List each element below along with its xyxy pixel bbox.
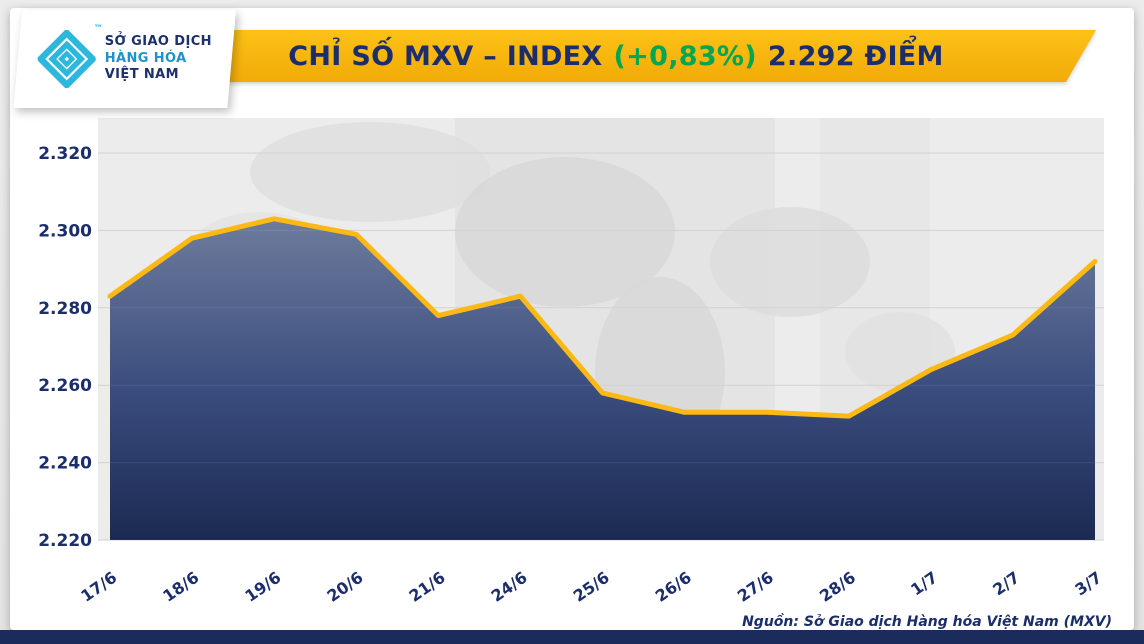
x-axis-tick-label: 17/6 <box>77 568 120 606</box>
x-axis-tick-label: 25/6 <box>570 568 613 606</box>
x-axis-tick-label: 2/7 <box>989 568 1023 600</box>
mxv-logo-inner: ™ SỞ GIAO DỊCH HÀNG HÓA VIỆT NAM <box>18 10 232 108</box>
y-axis-tick-label: 2.220 <box>38 531 92 551</box>
chart-title-index-value: 2.292 ĐIỂM <box>767 40 944 72</box>
x-axis-tick-label: 19/6 <box>241 568 284 606</box>
mxv-logo-box: ™ SỞ GIAO DỊCH HÀNG HÓA VIỆT NAM <box>13 10 236 108</box>
chart-area: 2.320 2.300 2.280 2.260 2.240 2.220 17/6 18/6 19… <box>20 112 1124 612</box>
logo-line1: SỞ GIAO DỊCH <box>104 33 212 49</box>
x-axis-tick-label: 1/7 <box>907 568 941 600</box>
y-axis-tick-label: 2.260 <box>38 376 92 396</box>
x-axis-tick-label: 3/7 <box>1071 568 1105 600</box>
chart-title-change-percent: (+0,83%) <box>613 40 757 72</box>
mxv-report-card: CHỈ SỐ MXV – INDEX (+0,83%) 2.292 ĐIỂM ™… <box>10 8 1134 630</box>
chart-title-main: CHỈ SỐ MXV – INDEX <box>288 40 603 72</box>
source-caption: Nguồn: Sở Giao dịch Hàng hóa Việt Nam (M… <box>742 614 1112 630</box>
index-line <box>107 216 1098 419</box>
title-banner: CHỈ SỐ MXV – INDEX (+0,83%) 2.292 ĐIỂM <box>66 30 1096 82</box>
y-axis-tick-label: 2.320 <box>38 144 92 164</box>
trademark-symbol: ™ <box>93 24 103 34</box>
x-axis-tick-label: 21/6 <box>406 568 449 606</box>
x-axis-tick-label: 24/6 <box>488 568 531 606</box>
x-axis-tick-label: 28/6 <box>816 568 859 606</box>
y-axis-tick-label: 2.240 <box>38 454 92 474</box>
mxv-logo-icon <box>37 30 96 88</box>
y-axis-tick-label: 2.300 <box>38 221 92 241</box>
logo-line3: VIỆT NAM <box>104 67 179 83</box>
x-axis-tick-label: 20/6 <box>323 568 366 606</box>
x-axis-tick-label: 18/6 <box>159 568 202 606</box>
x-axis-tick-label: 26/6 <box>652 568 695 606</box>
title-banner-wrap: CHỈ SỐ MXV – INDEX (+0,83%) 2.292 ĐIỂM <box>66 30 1096 82</box>
y-axis-tick-label: 2.280 <box>38 299 92 319</box>
area-fill <box>110 218 1095 540</box>
footer-bar <box>0 630 1144 644</box>
mxv-logo-text: SỞ GIAO DỊCH HÀNG HÓA VIỆT NAM <box>105 34 212 85</box>
x-axis-tick-label: 27/6 <box>734 568 777 606</box>
logo-line2: HÀNG HÓA <box>104 50 187 66</box>
mxv-index-chart: 2.320 2.300 2.280 2.260 2.240 2.220 17/6 18/6 19… <box>38 118 1105 606</box>
